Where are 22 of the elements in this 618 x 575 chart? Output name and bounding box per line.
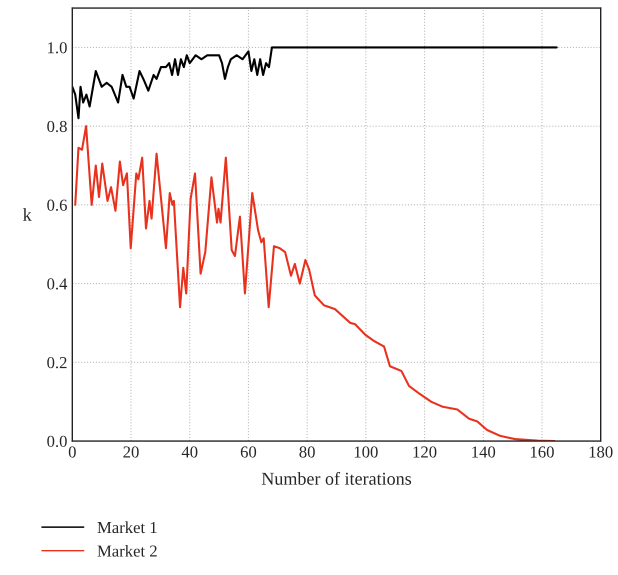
y-axis-title: k: [22, 208, 32, 221]
x-tick-label: 100: [354, 446, 378, 458]
line-series: [72, 46, 558, 120]
x-axis-title: Number of iterations: [262, 472, 412, 485]
y-tick-label: 0.6: [47, 200, 67, 211]
x-tick-label: 80: [299, 446, 315, 458]
x-tick-label: 60: [240, 446, 256, 458]
x-tick-label: 20: [123, 446, 139, 458]
x-tick-label: 140: [472, 446, 496, 458]
x-tick-label: 0: [68, 446, 76, 458]
legend-label: Market 2: [97, 544, 157, 557]
y-tick-label: 0.2: [47, 357, 67, 368]
y-tick-label: 0.0: [47, 436, 67, 448]
y-tick-label: 0.4: [47, 278, 68, 290]
legend-label: Market 1: [97, 521, 157, 534]
y-tick-label: 0.8: [47, 120, 67, 132]
x-tick-label: 40: [182, 446, 198, 458]
x-tick-label: 160: [530, 446, 554, 458]
line-series: [74, 125, 556, 442]
x-tick-label: 120: [414, 446, 436, 458]
y-tick-label: 1.0: [48, 42, 67, 54]
x-tick-label: 180: [590, 446, 613, 458]
